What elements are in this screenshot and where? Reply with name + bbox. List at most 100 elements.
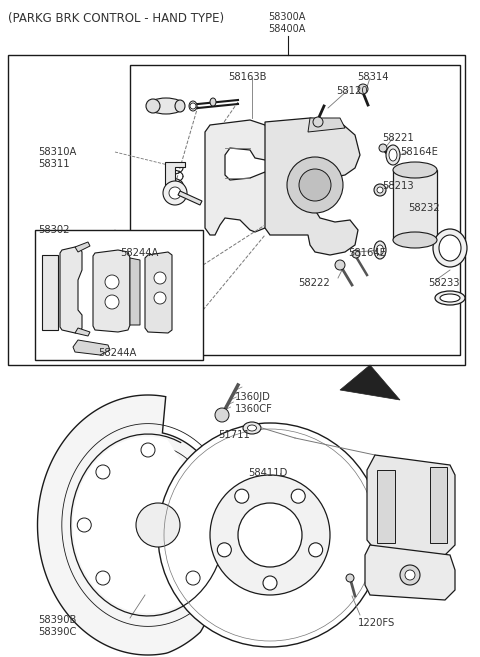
Circle shape xyxy=(287,157,343,213)
Ellipse shape xyxy=(439,235,461,261)
Bar xyxy=(130,65,460,355)
Circle shape xyxy=(136,503,180,547)
Text: 58300A: 58300A xyxy=(268,12,305,22)
Circle shape xyxy=(163,181,187,205)
Text: 58411D: 58411D xyxy=(248,468,288,478)
Ellipse shape xyxy=(248,425,256,431)
Text: 58164E: 58164E xyxy=(348,248,386,258)
Circle shape xyxy=(96,571,110,585)
Circle shape xyxy=(291,489,305,503)
Polygon shape xyxy=(60,247,82,333)
Polygon shape xyxy=(365,545,455,600)
Circle shape xyxy=(235,489,249,503)
Ellipse shape xyxy=(393,232,437,248)
Polygon shape xyxy=(308,118,345,132)
Text: 58244A: 58244A xyxy=(120,248,158,258)
Circle shape xyxy=(358,84,368,94)
Polygon shape xyxy=(377,470,395,543)
Ellipse shape xyxy=(189,101,197,111)
Text: 58163B: 58163B xyxy=(228,72,266,82)
Circle shape xyxy=(313,117,323,127)
Circle shape xyxy=(105,295,119,309)
Text: 58120: 58120 xyxy=(336,86,368,96)
Polygon shape xyxy=(165,162,185,185)
Circle shape xyxy=(190,103,196,109)
Ellipse shape xyxy=(440,294,460,302)
Circle shape xyxy=(309,543,323,557)
Ellipse shape xyxy=(433,229,467,267)
Ellipse shape xyxy=(386,145,400,165)
Circle shape xyxy=(105,275,119,289)
Polygon shape xyxy=(42,255,58,330)
Polygon shape xyxy=(75,328,90,336)
Text: 1360CF: 1360CF xyxy=(235,404,273,414)
Circle shape xyxy=(154,292,166,304)
Circle shape xyxy=(263,576,277,590)
Circle shape xyxy=(379,144,387,152)
Polygon shape xyxy=(145,252,172,333)
Circle shape xyxy=(217,543,231,557)
Ellipse shape xyxy=(393,162,437,178)
Circle shape xyxy=(158,423,382,647)
Circle shape xyxy=(169,187,181,199)
Polygon shape xyxy=(430,467,447,543)
Text: 58164E: 58164E xyxy=(400,147,438,157)
Ellipse shape xyxy=(374,241,386,259)
Polygon shape xyxy=(73,340,110,355)
Ellipse shape xyxy=(210,98,216,106)
Text: 58221: 58221 xyxy=(382,133,414,143)
Text: 58233: 58233 xyxy=(428,278,459,288)
Circle shape xyxy=(186,571,200,585)
Text: 58244A: 58244A xyxy=(98,348,136,358)
Text: 58390B: 58390B xyxy=(38,615,76,625)
Text: 58232: 58232 xyxy=(408,203,440,213)
Circle shape xyxy=(352,250,360,258)
Circle shape xyxy=(238,503,302,567)
Polygon shape xyxy=(367,455,455,555)
Circle shape xyxy=(77,518,91,532)
Text: 58314: 58314 xyxy=(357,72,388,82)
Text: 58400A: 58400A xyxy=(268,24,305,34)
Text: 58302: 58302 xyxy=(38,225,70,235)
Ellipse shape xyxy=(106,482,180,568)
Circle shape xyxy=(210,475,330,595)
Polygon shape xyxy=(393,170,437,240)
Text: 58310A: 58310A xyxy=(38,147,76,157)
Polygon shape xyxy=(73,437,223,614)
Text: 51711: 51711 xyxy=(218,430,250,440)
Ellipse shape xyxy=(243,422,261,434)
Polygon shape xyxy=(205,120,270,235)
Circle shape xyxy=(374,184,386,196)
Circle shape xyxy=(141,443,155,457)
Circle shape xyxy=(335,260,345,270)
Circle shape xyxy=(154,272,166,284)
Polygon shape xyxy=(178,191,202,205)
Ellipse shape xyxy=(175,100,185,112)
Polygon shape xyxy=(130,258,140,325)
Polygon shape xyxy=(265,118,360,255)
Ellipse shape xyxy=(435,291,465,305)
Circle shape xyxy=(215,408,229,422)
Polygon shape xyxy=(340,365,400,400)
Polygon shape xyxy=(75,242,90,252)
Text: 1360JD: 1360JD xyxy=(235,392,271,402)
Ellipse shape xyxy=(389,149,397,161)
Polygon shape xyxy=(37,395,228,655)
Circle shape xyxy=(96,465,110,479)
Ellipse shape xyxy=(148,98,184,114)
Bar xyxy=(35,230,203,360)
Circle shape xyxy=(377,187,383,193)
Circle shape xyxy=(299,169,331,201)
Circle shape xyxy=(400,565,420,585)
Ellipse shape xyxy=(146,99,160,113)
Text: 58213: 58213 xyxy=(382,181,414,191)
Circle shape xyxy=(346,574,354,582)
Circle shape xyxy=(405,570,415,580)
Text: (PARKG BRK CONTROL - HAND TYPE): (PARKG BRK CONTROL - HAND TYPE) xyxy=(8,12,224,25)
Text: 1220FS: 1220FS xyxy=(358,618,395,628)
Polygon shape xyxy=(93,250,130,332)
Ellipse shape xyxy=(376,245,384,255)
Text: 58222: 58222 xyxy=(298,278,330,288)
Bar xyxy=(8,55,465,365)
Text: 58311: 58311 xyxy=(38,159,70,169)
